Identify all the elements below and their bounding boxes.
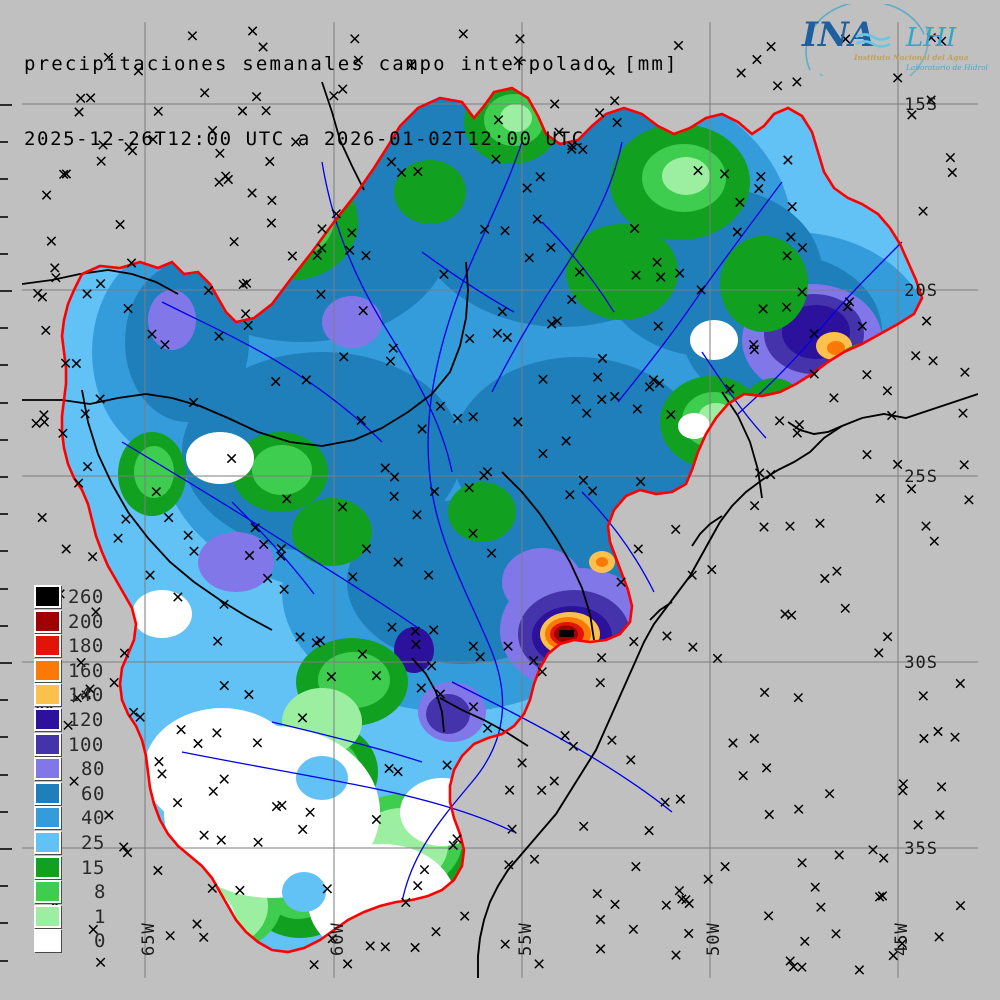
legend-swatch: [34, 658, 61, 682]
legend-value-label: 80: [81, 758, 105, 781]
legend-value-label: 40: [81, 807, 105, 830]
tick-mark: [0, 402, 8, 404]
tick-mark: [0, 104, 12, 106]
tick-mark: [0, 550, 8, 552]
legend-value-label: 1: [94, 905, 106, 928]
legend-value-label: 60: [81, 782, 105, 805]
tick-mark: [0, 774, 8, 776]
legend-swatch: [34, 781, 61, 805]
legend-swatch: [34, 585, 61, 608]
tick-mark: [0, 736, 8, 738]
tick-mark: [0, 141, 8, 143]
tick-mark: [0, 699, 8, 701]
map-canvas[interactable]: [22, 22, 978, 978]
station-markers: [31, 26, 974, 975]
legend-swatch: [34, 929, 61, 953]
legend-value-label: 100: [68, 733, 104, 756]
tick-mark: [0, 625, 8, 627]
legend-value-label: 180: [68, 635, 104, 658]
river-network: [121, 141, 903, 903]
legend-value-label: 15: [81, 856, 105, 879]
tick-mark: [0, 588, 8, 590]
legend-swatch: [34, 634, 61, 658]
legend-swatch: [34, 880, 61, 904]
tick-mark: [0, 216, 8, 218]
legend-swatch: [34, 732, 61, 756]
legend-value-label: 260: [68, 586, 104, 608]
tick-mark: [0, 513, 8, 515]
tick-mark: [0, 327, 8, 329]
legend-swatch: [34, 855, 61, 879]
tick-mark: [0, 290, 12, 292]
legend-value-label: 8: [94, 881, 106, 904]
tick-mark: [0, 439, 8, 441]
tick-mark: [0, 922, 8, 924]
tick-mark: [0, 178, 8, 180]
tick-mark: [0, 364, 8, 366]
tick-mark: [0, 848, 12, 850]
legend-swatch: [34, 904, 61, 928]
legend-value-label: 160: [68, 659, 104, 682]
legend-value-label: 200: [68, 610, 104, 633]
legend-swatch: [34, 830, 61, 854]
tick-mark: [0, 662, 12, 664]
legend-swatch: [34, 609, 61, 633]
legend-value-label: 120: [68, 708, 104, 731]
legend-value-label: 25: [81, 831, 105, 854]
tick-mark: [0, 476, 8, 478]
tick-mark: [0, 811, 8, 813]
legend-value-label: 0: [94, 930, 106, 953]
legend-swatch: [34, 683, 61, 707]
tick-mark: [0, 885, 8, 887]
legend-value-label: 140: [68, 684, 104, 707]
country-borders: [22, 81, 763, 747]
legend-swatch: [34, 757, 61, 781]
legend-swatch: [34, 707, 61, 731]
graticule: [22, 22, 978, 978]
tick-mark: [0, 253, 8, 255]
tick-mark: [0, 960, 8, 962]
legend-swatch: [34, 806, 61, 830]
